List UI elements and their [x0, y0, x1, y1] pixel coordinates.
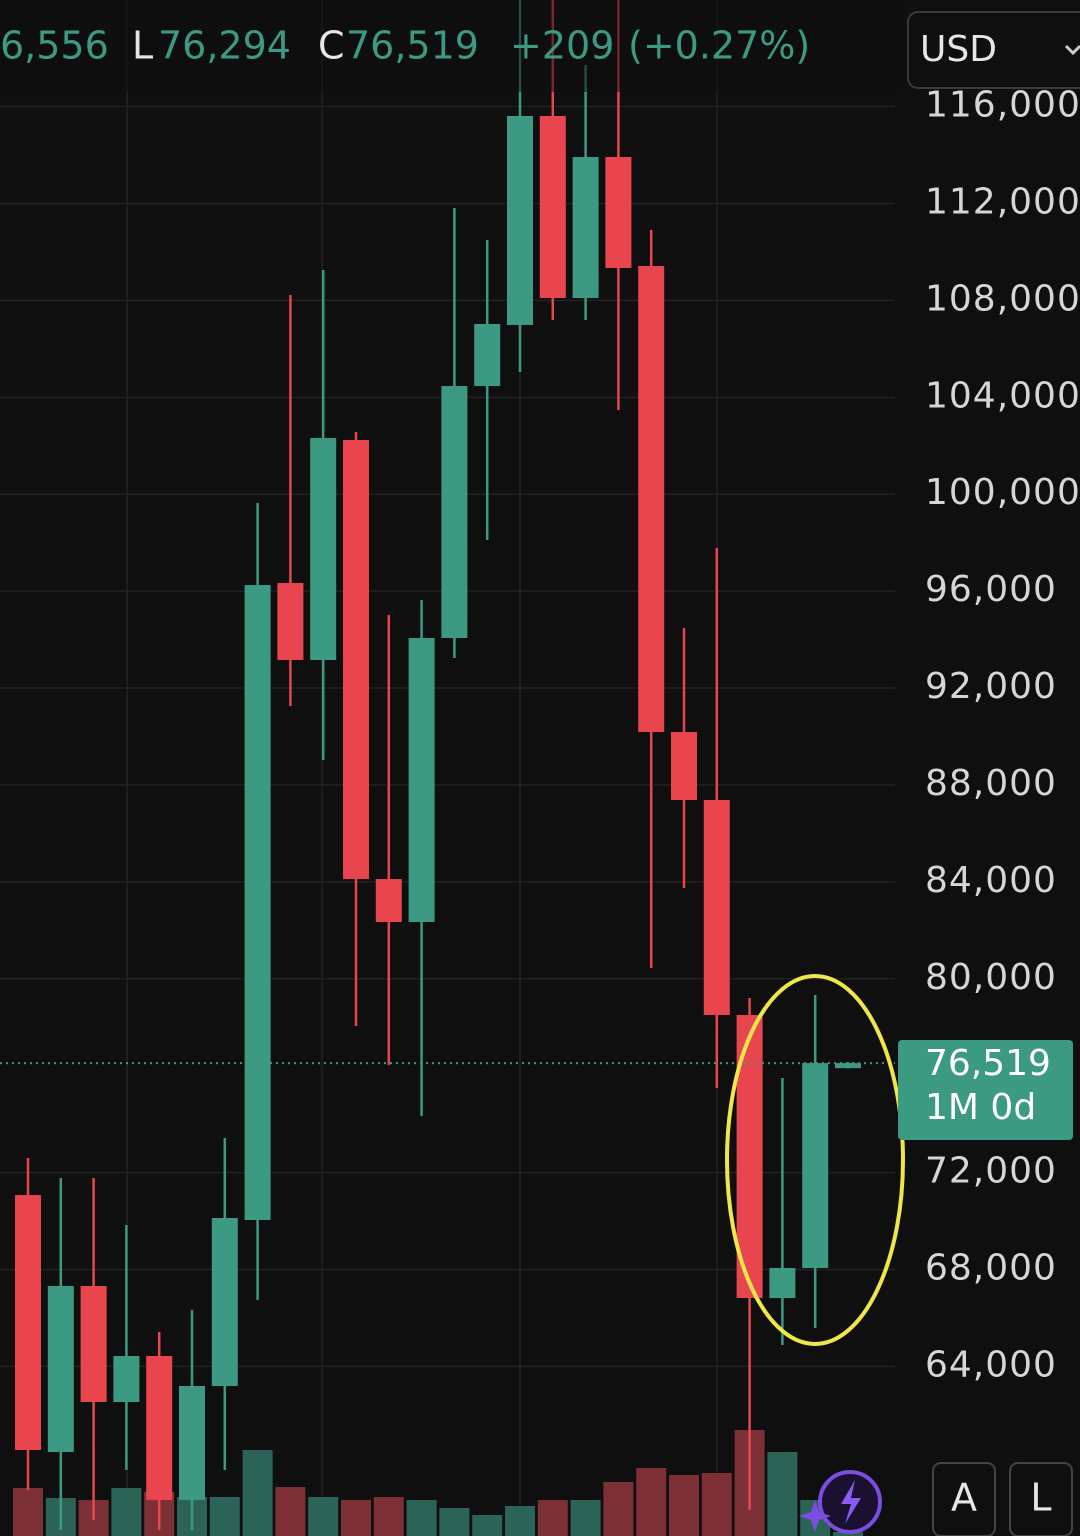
candle-body — [80, 1286, 107, 1402]
candle-body — [539, 115, 566, 298]
log-button-label: L — [1030, 1476, 1051, 1520]
volume-bar — [308, 1497, 339, 1536]
candle-body — [375, 879, 402, 922]
candle-body — [146, 1355, 173, 1500]
header-backdrop — [0, 0, 900, 92]
chevron — [1064, 44, 1080, 56]
y-tick-label: 96,000 — [925, 569, 1057, 610]
volume-bar — [13, 1488, 43, 1536]
header-low-label: L — [132, 24, 153, 68]
y-tick-label: 104,000 — [925, 375, 1080, 416]
y-tick-label: 108,000 — [925, 278, 1080, 319]
y-tick-label: 100,000 — [925, 472, 1080, 513]
price-tag-price: 76,519 — [925, 1043, 1051, 1084]
candle-body — [15, 1195, 41, 1450]
candle-body — [507, 115, 533, 325]
header-close: 76,519 — [346, 24, 479, 68]
candle-body — [113, 1355, 140, 1402]
candle-body — [441, 386, 468, 638]
volume-bar — [406, 1500, 437, 1536]
volume-bar — [570, 1500, 601, 1536]
header-change: +209 — [510, 24, 614, 68]
volume-bar — [537, 1500, 568, 1536]
candle-body — [277, 583, 304, 660]
candle-body — [671, 731, 697, 801]
header-low: 76,294 — [158, 24, 291, 68]
volume-bar — [275, 1487, 306, 1536]
highlight-ellipse — [725, 974, 905, 1346]
y-tick-label: 112,000 — [925, 182, 1080, 223]
volume-bar — [373, 1497, 404, 1536]
candle-body — [769, 1267, 796, 1298]
y-tick-label: 80,000 — [925, 957, 1057, 998]
volume-bar — [209, 1497, 240, 1536]
candle-body — [835, 1063, 861, 1069]
price-tag — [898, 1040, 1073, 1140]
candle-body — [310, 438, 337, 660]
volume-bar — [472, 1515, 503, 1536]
y-tick-label: 116,000 — [925, 85, 1080, 126]
candle-body — [244, 585, 271, 1221]
candle-body — [408, 637, 435, 922]
candle-body — [605, 156, 632, 269]
auto-button-label: A — [951, 1476, 977, 1520]
candle-body — [572, 156, 599, 298]
y-tick-label: 84,000 — [925, 860, 1057, 901]
y-tick-label: 68,000 — [925, 1248, 1057, 1289]
bolt — [841, 1480, 861, 1524]
header-close-label: C — [318, 24, 345, 68]
volume-bar — [341, 1500, 371, 1536]
volume-bar — [111, 1488, 142, 1536]
volume-bar — [833, 1532, 863, 1536]
volume-bar — [603, 1482, 634, 1536]
price-tag-countdown: 1M 0d — [925, 1087, 1036, 1128]
candle-body — [179, 1386, 205, 1500]
candle-body — [703, 800, 730, 1015]
candle-body — [343, 440, 369, 880]
currency-label: USD — [920, 29, 997, 70]
candle-body — [47, 1286, 74, 1453]
volume-bar — [701, 1473, 732, 1536]
volume-bar — [636, 1468, 667, 1536]
auto-button[interactable] — [932, 1462, 996, 1536]
log-button[interactable] — [1009, 1462, 1073, 1536]
volume-bar — [669, 1475, 699, 1536]
y-tick-label: 72,000 — [925, 1151, 1057, 1192]
y-tick-label: 88,000 — [925, 763, 1057, 804]
header-change-pct: (+0.27%) — [628, 24, 810, 68]
y-tick-label: 64,000 — [925, 1344, 1057, 1385]
candle-body — [638, 265, 665, 732]
volume-bar — [767, 1452, 798, 1536]
y-tick-label: 92,000 — [925, 666, 1057, 707]
volume-bar — [242, 1450, 273, 1536]
volume-bar — [505, 1506, 535, 1536]
candle-body — [211, 1217, 238, 1387]
candle-body — [474, 323, 501, 387]
currency-select[interactable] — [907, 11, 1080, 89]
candle-body — [802, 1063, 829, 1268]
volume-bar — [439, 1508, 470, 1536]
header-high: 6,556 — [0, 24, 109, 68]
sparkle — [799, 1500, 831, 1532]
